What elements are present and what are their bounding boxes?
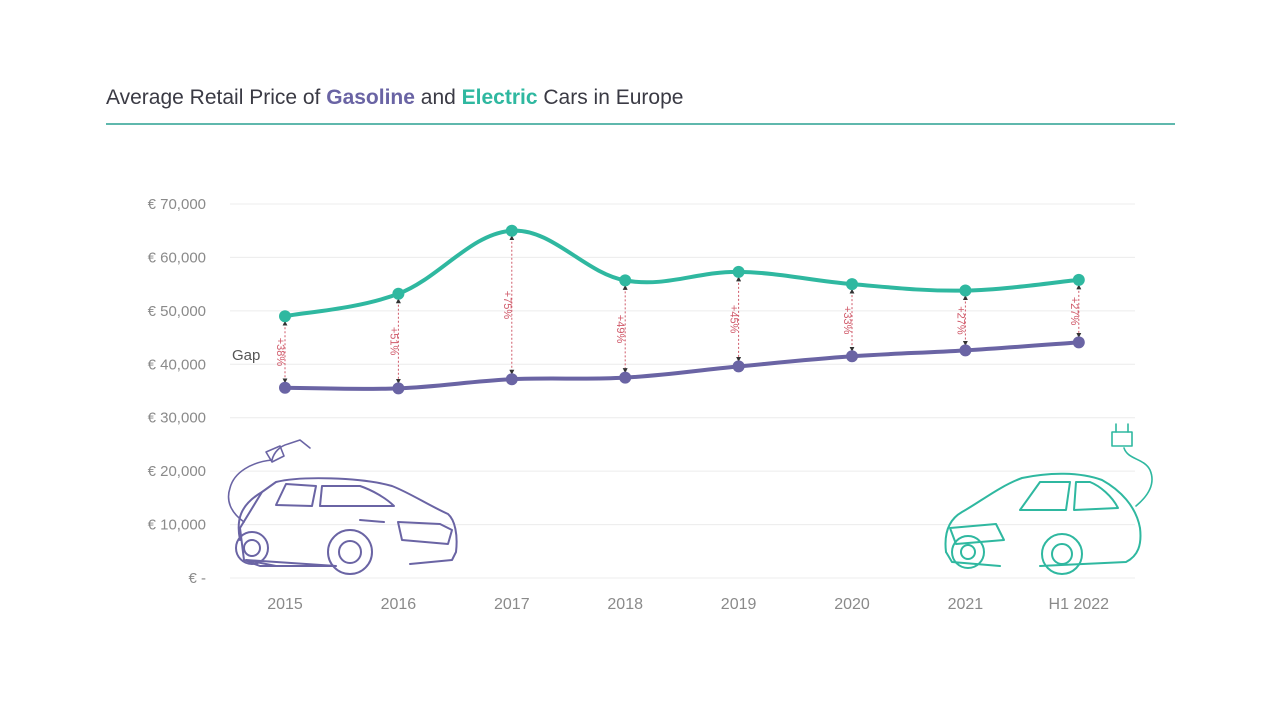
y-tick-label: € 70,000: [148, 196, 206, 213]
y-tick-label: € -: [188, 570, 206, 587]
electric-data-point: [279, 310, 291, 323]
gap-percent-label: +33%: [841, 306, 853, 335]
series-lines: [283, 228, 1081, 391]
electric-data-point: [1072, 273, 1085, 286]
gasoline-series-line: [283, 340, 1081, 391]
gap-percent-label: +38%: [274, 338, 286, 367]
y-tick-label: € 30,000: [148, 410, 206, 427]
gasoline-data-point: [959, 344, 972, 357]
title-suffix: Cars in Europe: [537, 86, 684, 109]
electric-data-point: [959, 284, 972, 297]
electric-data-point: [505, 224, 518, 237]
y-tick-label: € 60,000: [148, 249, 206, 266]
gap-arrows: [282, 235, 1082, 384]
gasoline-data-point: [392, 382, 405, 395]
title-electric: Electric: [461, 86, 538, 109]
electric-data-point: [732, 265, 745, 278]
gasoline-data-point: [619, 371, 632, 384]
x-tick-label: 2019: [721, 596, 757, 613]
series-points: [279, 224, 1085, 395]
y-tick-label: € 20,000: [148, 463, 206, 480]
title-prefix: Average Retail Price of: [106, 86, 327, 109]
gap-percent-label: +49%: [614, 315, 626, 344]
x-tick-label: 2015: [267, 596, 303, 613]
electric-data-point: [619, 274, 632, 287]
x-tick-label: 2016: [381, 596, 417, 613]
y-tick-label: € 10,000: [148, 517, 206, 534]
gasoline-data-point: [505, 373, 518, 386]
x-tick-label: 2018: [607, 596, 643, 613]
electric-data-point: [392, 287, 405, 300]
gap-percent-label: +75%: [501, 291, 513, 320]
gasoline-data-point: [1072, 336, 1085, 349]
electric-series-line: [283, 228, 1081, 319]
gasoline-data-point: [279, 381, 291, 394]
y-tick-label: € 40,000: [148, 356, 206, 373]
x-tick-label: H1 2022: [1049, 596, 1110, 613]
x-tick-label: 2020: [834, 596, 870, 613]
y-tick-label: € 50,000: [148, 303, 206, 320]
title-middle: and: [414, 86, 462, 109]
y-axis-ticks: € - € 10,000 € 20,000 € 30,000 € 40,000 € 50,…: [148, 196, 206, 587]
electric-data-point: [846, 278, 858, 291]
title-gasoline: Gasoline: [326, 86, 415, 109]
grid-lines: [230, 203, 1135, 579]
x-tick-label: 2021: [948, 596, 984, 613]
gap-percent-label: +27%: [1068, 297, 1080, 326]
x-tick-label: 2017: [494, 596, 530, 613]
gap-percent-label: +27%: [954, 306, 966, 335]
gasoline-data-point: [732, 360, 745, 373]
gap-percent-label: +45%: [728, 305, 740, 334]
gap-annotation: Gap: [232, 347, 260, 364]
gasoline-car-illustration: [227, 439, 458, 575]
x-axis-ticks: 2015 2016 2017 2018 2019 2020 2021 H1 2022: [267, 596, 1109, 613]
gap-percent-label: +51%: [387, 327, 399, 356]
electric-car-illustration: [944, 423, 1153, 575]
gap-labels: +38% +51% +75% +49% +45% +33% +27% +27%: [274, 291, 1080, 367]
chart-title: Average Retail Price of Gasoline and Ele…: [106, 86, 683, 110]
title-underline: [106, 123, 1175, 125]
gasoline-data-point: [846, 350, 858, 363]
